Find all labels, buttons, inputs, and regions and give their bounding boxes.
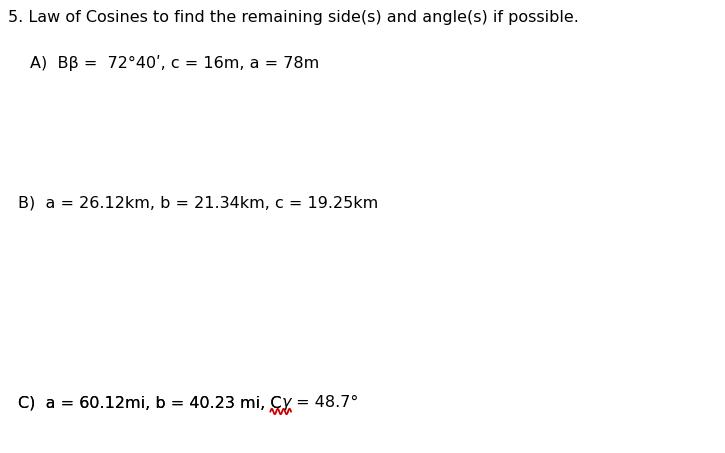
Text: C)  a = 60.12mi, b = 40.23 mi, C: C) a = 60.12mi, b = 40.23 mi, C bbox=[18, 395, 281, 410]
Text: A)  Bβ =  72°40ʹ, c = 16m, a = 78m: A) Bβ = 72°40ʹ, c = 16m, a = 78m bbox=[30, 55, 319, 71]
Text: γ: γ bbox=[281, 395, 291, 410]
Text: B)  a = 26.12km, b = 21.34km, c = 19.25km: B) a = 26.12km, b = 21.34km, c = 19.25km bbox=[18, 195, 378, 210]
Text: 5. Law of Cosines to find the remaining side(s) and angle(s) if possible.: 5. Law of Cosines to find the remaining … bbox=[8, 10, 579, 25]
Text: C)  a = 60.12mi, b = 40.23 mi, C: C) a = 60.12mi, b = 40.23 mi, C bbox=[18, 395, 281, 410]
Text: = 48.7°: = 48.7° bbox=[291, 395, 358, 410]
